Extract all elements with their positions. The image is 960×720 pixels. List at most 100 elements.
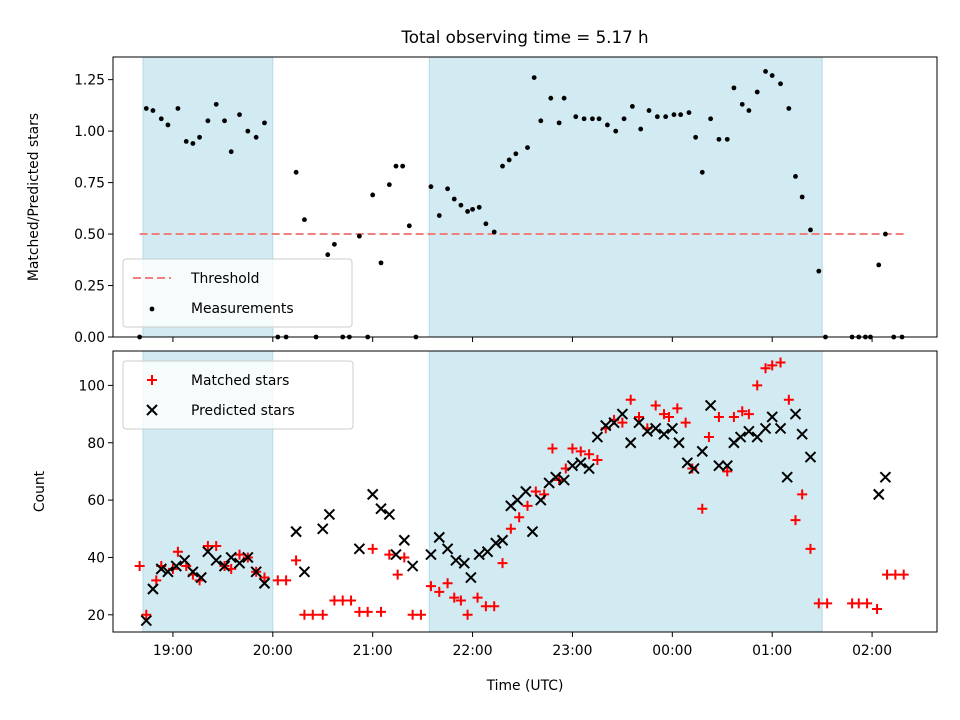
measurement-point <box>213 101 219 107</box>
predicted-star-point <box>804 451 817 463</box>
y-tick-label: 40 <box>87 550 105 566</box>
predicted-star-point <box>155 563 167 575</box>
measurement-point <box>531 75 537 80</box>
predicted-star-point <box>202 546 214 558</box>
matched-star-point <box>472 592 483 603</box>
predicted-star-point <box>575 457 587 469</box>
predicted-star-point <box>558 474 570 486</box>
matched-star-point <box>722 466 733 477</box>
predicted-star-point <box>743 425 755 437</box>
measurement-point <box>513 151 519 157</box>
measurement-point <box>197 134 202 140</box>
legend-measurement-swatch <box>149 306 155 312</box>
predicted-star-point <box>383 508 396 521</box>
matched-star-point <box>514 512 525 523</box>
measurement-point <box>500 163 505 169</box>
predicted-star-point <box>781 471 793 483</box>
matched-star-point <box>346 595 357 606</box>
matched-star-point <box>703 432 714 443</box>
x-tick-label: 19:00 <box>153 643 193 659</box>
measurement-point <box>183 139 189 144</box>
count-legend <box>122 360 354 430</box>
predicted-star-point <box>591 431 604 443</box>
x-tick-label: 20:00 <box>253 643 293 659</box>
predicted-star-point <box>210 554 222 567</box>
predicted-star-point <box>425 548 437 561</box>
y-tick-label: 20 <box>87 608 105 624</box>
measurement-point <box>262 120 267 126</box>
matched-star-point <box>617 417 628 428</box>
y-tick-label: 100 <box>78 378 105 394</box>
matched-star-point <box>141 609 152 620</box>
measurement-point <box>302 217 307 223</box>
matched-star-point <box>767 360 778 371</box>
predicted-star-point <box>713 459 725 472</box>
legend-label: Matched stars <box>191 373 289 389</box>
measurement-point <box>613 128 619 134</box>
matched-star-point <box>760 363 771 374</box>
measurement-point <box>483 221 489 227</box>
y-tick-label: 0.75 <box>74 176 105 192</box>
measurement-point <box>882 231 888 237</box>
measurement-point <box>506 157 512 163</box>
measurement-point <box>671 112 677 118</box>
matched-star-point <box>713 411 724 422</box>
measurement-point <box>739 101 745 107</box>
predicted-star-point <box>481 546 494 558</box>
predicted-star-point <box>441 543 454 555</box>
ratio-panel: 0.00 0.25 0.50 0.75 1.00 1.25 Matched/Predicte… <box>26 56 938 346</box>
count-shaded-interval <box>428 350 823 633</box>
matched-star-point <box>367 543 378 554</box>
measurement-point <box>165 122 171 128</box>
matched-star-point <box>872 604 883 615</box>
matched-star-point <box>672 403 683 414</box>
matched-star-point <box>455 595 466 606</box>
legend-label: Predicted stars <box>191 403 295 419</box>
measurement-point <box>476 204 482 210</box>
predicted-star-point <box>366 488 379 501</box>
measurement-point <box>370 192 376 198</box>
predicted-star-point <box>187 566 199 578</box>
legend-predicted-swatch <box>146 404 158 416</box>
predicted-star-point <box>375 502 387 515</box>
measurement-point <box>638 126 644 132</box>
matched-star-point <box>259 572 270 583</box>
predicted-star-point <box>624 437 637 449</box>
y-tick-label: 1.00 <box>74 124 105 140</box>
measurement-point <box>629 104 635 109</box>
predicted-star-point <box>433 531 445 544</box>
count-y-axis-label: Count <box>32 470 48 512</box>
measurement-point <box>754 89 760 95</box>
predicted-star-point <box>458 557 470 569</box>
predicted-star-point <box>666 422 679 435</box>
ratio-shaded-interval <box>428 56 823 338</box>
predicted-star-point <box>535 494 547 506</box>
matched-star-point <box>663 411 674 422</box>
predicted-star-point <box>526 525 539 538</box>
predicted-star-point <box>323 508 336 521</box>
y-tick-label: 1.25 <box>74 73 105 89</box>
measurement-point <box>816 268 822 274</box>
matched-star-point <box>522 500 533 511</box>
matched-star-point <box>898 569 909 580</box>
matched-star-point <box>505 523 516 534</box>
measurement-point <box>538 118 544 124</box>
measurement-point <box>724 136 730 142</box>
measurement-point <box>693 134 699 140</box>
measurement-point <box>245 128 251 134</box>
matched-star-point <box>680 417 691 428</box>
measurement-point <box>746 108 752 113</box>
measurement-point <box>293 169 299 175</box>
x-axis-label: Time (UTC) <box>486 678 564 694</box>
matched-star-point <box>425 581 436 592</box>
measurement-point <box>581 116 587 122</box>
measurement-point <box>150 108 156 113</box>
predicted-star-point <box>688 462 700 475</box>
predicted-star-point <box>550 471 562 483</box>
measurement-point <box>451 196 457 202</box>
x-tick-label: 00:00 <box>652 643 692 659</box>
matched-star-point <box>211 540 222 551</box>
predicted-star-point <box>616 408 629 420</box>
chart-title: Total observing time = 5.17 h <box>400 27 648 47</box>
predicted-star-point <box>147 583 159 595</box>
